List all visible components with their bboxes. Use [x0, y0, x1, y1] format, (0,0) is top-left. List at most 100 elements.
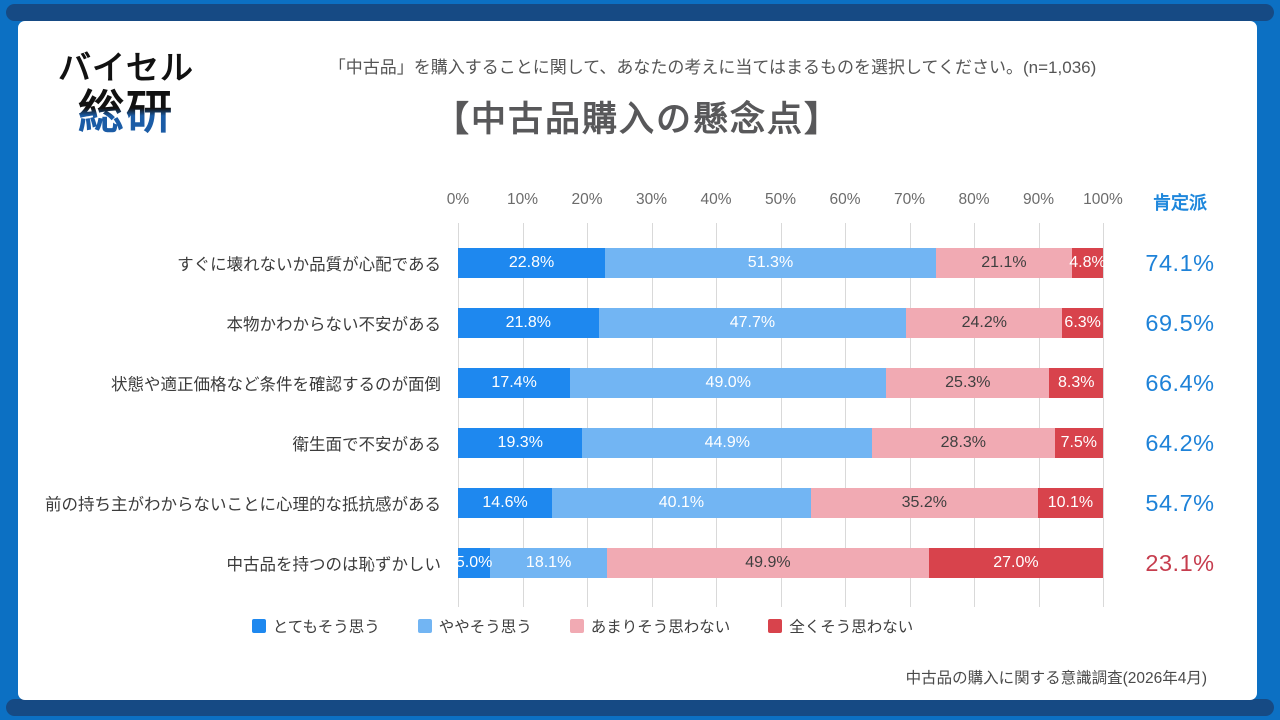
bar-segment-value: 18.1% — [525, 554, 572, 571]
bar-segment-value: 8.3% — [1057, 374, 1095, 391]
source-note: 中古品の購入に関する意識調査(2026年4月) — [905, 670, 1207, 687]
stacked-bar: 19.3% 44.9% 28.3% 7.5% — [458, 428, 1103, 458]
stacked-bar: 22.8% 51.3% 21.1% 4.8% — [458, 248, 1106, 278]
x-tick-label: 10% — [506, 191, 539, 208]
bar-segment-value: 35.2% — [901, 494, 947, 511]
x-tick-label: 30% — [635, 191, 668, 208]
bar-segment-value: 49.0% — [705, 374, 751, 391]
bar-segment: 47.7% — [598, 308, 907, 338]
gridline — [845, 223, 846, 607]
bar-segment-value: 5.0% — [455, 554, 493, 571]
legend-item: ややそう思う — [417, 615, 532, 637]
category-label: 本物かわからない不安がある — [226, 316, 442, 334]
x-tick-label: 50% — [764, 191, 797, 208]
gridline — [909, 223, 911, 607]
legend-swatch — [417, 619, 432, 633]
brand-logo: バイセル 総研 — [58, 50, 194, 136]
gridline — [651, 223, 653, 607]
stacked-bar: 5.0% 18.1% 49.9% 27.0% — [455, 548, 1103, 578]
bar-segment: 49.9% — [606, 548, 929, 578]
stacked-bar: 17.4% 49.0% 25.3% 8.3% — [458, 368, 1103, 398]
bar-segment-value: 40.1% — [658, 494, 705, 511]
bar-segment-value: 21.8% — [505, 314, 551, 331]
summary-value: 54.7% — [1145, 489, 1215, 516]
bar-segment: 21.1% — [935, 248, 1073, 278]
stacked-bar-chart: 0% 10% 20% 30% 40% 50% 60% 70% 80% 90% 100% 肯定派 すぐ… — [18, 187, 1257, 637]
gridline — [716, 223, 717, 607]
chart-rows: すぐに壊れないか品質が心配である 22.8% 51.3% 21.1% 4.8% 74.1%… — [18, 233, 1257, 593]
gridline — [1103, 223, 1104, 607]
category-label: 状態や適正価格など条件を確認するのが面倒 — [111, 376, 441, 394]
chart-row: 衛生面で不安がある 19.3% 44.9% 28.3% 7.5% 64.2% — [18, 413, 1257, 473]
frame-bottom-bar — [6, 699, 1274, 716]
summary-column-header: 肯定派 — [1153, 193, 1207, 213]
report-card: バイセル 総研 「中古品」を購入することに関して、あなたの考えに当てはまるものを… — [18, 21, 1257, 700]
legend-item: あまりそう思わない — [569, 615, 731, 637]
bar-segment: 27.0% — [928, 548, 1103, 578]
bar-segment: 49.0% — [570, 368, 887, 398]
bar-segment-value: 49.9% — [745, 554, 791, 571]
gridline — [587, 223, 588, 607]
bar-segment: 44.9% — [582, 428, 873, 458]
gridline — [974, 223, 975, 607]
bar-segment: 35.2% — [810, 488, 1038, 518]
bar-segment-value: 4.8% — [1069, 254, 1106, 271]
legend-swatch — [768, 619, 783, 633]
bar-segment-value: 44.9% — [704, 434, 750, 451]
legend-label: とてもそう思う — [272, 619, 380, 636]
bar-segment: 10.1% — [1037, 488, 1103, 518]
brand-logo-line2: 総研 — [58, 87, 194, 136]
page-title: 【中古品購入の懸念点】 — [433, 100, 841, 139]
chart-row: 本物かわからない不安がある 21.8% 47.7% 24.2% 6.3% 69.5% — [18, 293, 1257, 353]
x-tick-label: 80% — [958, 191, 990, 208]
bar-segment-value: 28.3% — [940, 434, 987, 451]
gridline — [522, 223, 524, 607]
x-tick-label: 100% — [1083, 191, 1123, 208]
bar-segment-value: 22.8% — [508, 254, 555, 271]
bar-segment: 22.8% — [458, 248, 606, 278]
chart-row: 中古品を持つのは恥ずかしい 5.0% 18.1% 49.9% 27.0% 23.1% — [18, 533, 1257, 593]
chart-row: 状態や適正価格など条件を確認するのが面倒 17.4% 49.0% 25.3% 8.3% 6… — [18, 353, 1257, 413]
bar-segment: 21.8% — [458, 308, 599, 338]
bar-segment: 7.5% — [1054, 428, 1103, 458]
survey-question: 「中古品」を購入することに関して、あなたの考えに当てはまるものを選択してください… — [328, 58, 1097, 77]
bar-segment-value: 47.7% — [729, 314, 776, 331]
frame-top-bar — [6, 4, 1274, 21]
gridline — [458, 223, 459, 607]
x-tick-label: 60% — [829, 191, 861, 208]
gridlines — [458, 223, 1104, 607]
legend-swatch — [569, 619, 584, 633]
summary-value: 64.2% — [1145, 429, 1215, 456]
legend: とてもそう思う ややそう思う あまりそう思わない 全くそう思わない — [18, 615, 1147, 637]
bar-segment: 14.6% — [458, 488, 553, 518]
bar-segment: 40.1% — [552, 488, 811, 518]
bar-segment-value: 7.5% — [1060, 434, 1098, 451]
bar-segment: 51.3% — [605, 248, 936, 278]
legend-swatch — [251, 619, 266, 633]
bar-segment-value: 17.4% — [491, 374, 537, 391]
summary-value: 23.1% — [1145, 549, 1215, 576]
bar-segment-value: 6.3% — [1064, 314, 1101, 331]
stacked-bar: 14.6% 40.1% 35.2% 10.1% — [458, 488, 1103, 518]
bar-segment-value: 24.2% — [961, 314, 1007, 331]
category-label: すぐに壊れないか品質が心配である — [177, 256, 441, 274]
bar-segment-value: 21.1% — [981, 254, 1027, 271]
bar-segment-value: 19.3% — [497, 434, 543, 451]
bar-segment: 25.3% — [886, 368, 1050, 398]
category-label: 前の持ち主がわからないことに心理的な抵抗感がある — [45, 496, 441, 514]
bar-segment-value: 10.1% — [1047, 494, 1094, 511]
bar-segment: 4.8% — [1069, 248, 1106, 278]
legend-label: ややそう思う — [438, 619, 532, 636]
x-axis: 0% 10% 20% 30% 40% 50% 60% 70% 80% 90% 100% 肯定派 — [18, 187, 1257, 221]
bar-segment: 24.2% — [906, 308, 1063, 338]
bar-segment: 17.4% — [458, 368, 571, 398]
bar-segment-value: 25.3% — [945, 374, 991, 391]
x-tick-label: 0% — [446, 191, 470, 208]
x-tick-label: 20% — [571, 191, 603, 208]
bar-segment: 6.3% — [1062, 308, 1103, 338]
bar-segment: 8.3% — [1049, 368, 1103, 398]
legend-item: 全くそう思わない — [768, 615, 913, 637]
legend-label: あまりそう思わない — [590, 619, 731, 636]
legend-item: とてもそう思う — [251, 615, 380, 637]
